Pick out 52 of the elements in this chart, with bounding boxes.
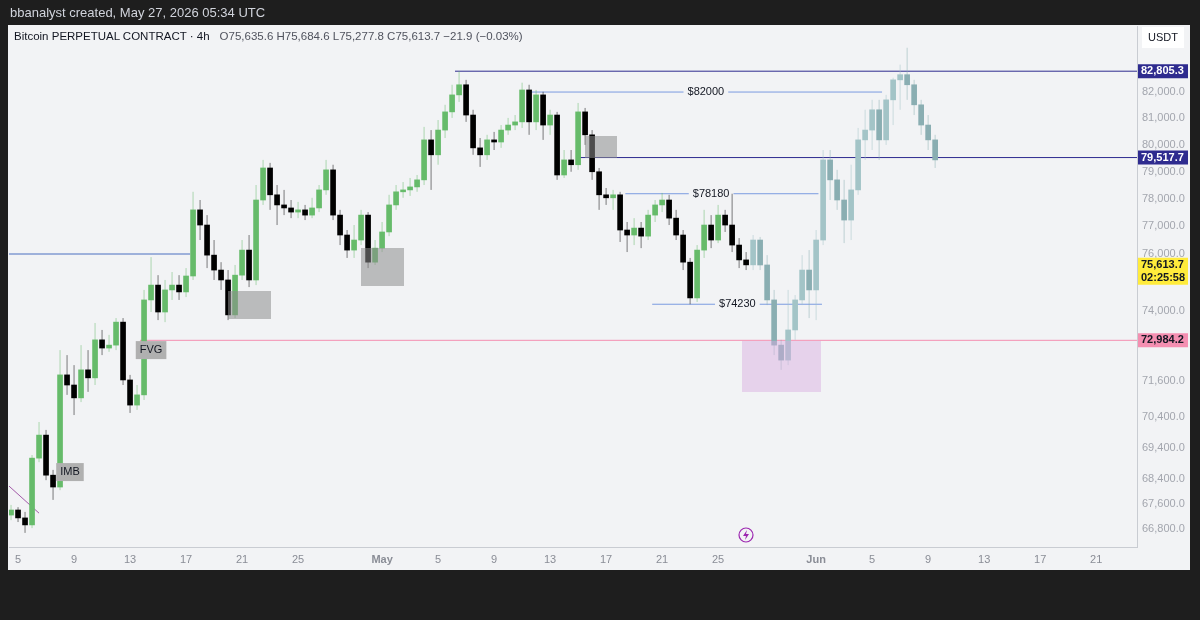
x-tick-label: 13 (123, 552, 137, 565)
x-tick-label: 25 (291, 552, 305, 565)
x-tick-label: 9 (491, 552, 498, 565)
y-tick-label: 77,000.0 (1142, 219, 1185, 232)
candlestick (505, 117, 511, 136)
x-tick-label: 9 (925, 552, 932, 565)
y-tick-label: 70,400.0 (1142, 410, 1185, 423)
candlestick (302, 204, 308, 221)
y-tick-label: 68,400.0 (1142, 471, 1185, 484)
data-label: $74230 (719, 297, 756, 310)
y-axis-title: USDT (1148, 31, 1179, 44)
y-tick-label: 82,000.0 (1142, 85, 1185, 98)
x-tick-label: 5 (14, 552, 22, 565)
x-tick-label: 5 (869, 552, 876, 565)
x-tick-label: 17 (599, 552, 613, 565)
data-label: 72,984.2 (1141, 333, 1184, 346)
data-label: 82,805.3 (1141, 64, 1184, 77)
x-tick-label: 13 (543, 552, 557, 565)
annotation: FVG (139, 343, 163, 356)
x-tick-label: May (371, 552, 394, 565)
x-tick-label: 17 (1034, 552, 1047, 565)
text: 02:25:58 (1141, 270, 1186, 283)
data-label: $78180 (692, 186, 730, 199)
y-tick-label: 79,000.0 (1142, 164, 1185, 177)
x-tick-label: 21 (655, 552, 669, 565)
y-tick-label: 71,600.0 (1142, 374, 1185, 387)
x-tick-label: 25 (712, 552, 725, 565)
x-tick-label: 5 (435, 552, 442, 565)
x-tick-label: 21 (1090, 552, 1103, 565)
annotation: IMB (60, 465, 80, 478)
chart-title: Bitcoin PERPETUAL CONTRACT · 4h (14, 30, 210, 42)
y-tick-label: 66,800.0 (1142, 522, 1185, 535)
candlestick (106, 334, 112, 353)
text: bbanalyst created, May 27, 2026 05:34 UTC (10, 5, 266, 20)
x-tick-label: 13 (978, 552, 991, 565)
y-tick-label: 69,400.0 (1142, 440, 1185, 453)
x-tick-label: 17 (179, 552, 193, 565)
y-tick-label: 78,000.0 (1142, 191, 1185, 204)
y-tick-label: 67,600.0 (1142, 496, 1185, 509)
y-tick-label: 81,000.0 (1142, 111, 1185, 124)
data-label: 79,517.7 (1141, 150, 1184, 163)
candlestick (15, 506, 21, 523)
x-tick-label: 9 (70, 552, 78, 565)
y-tick-label: 76,000.0 (1142, 247, 1185, 260)
chart-subtitle: O75,635.6 H75,684.6 L75,277.8 C75,613.7 −21.9 (−0.03%) (219, 30, 523, 42)
data-label: $82000 (687, 85, 725, 98)
y-tick-label: 74,000.0 (1142, 303, 1185, 316)
y-tick-label: 80,000.0 (1142, 137, 1185, 150)
candlestick (414, 174, 420, 193)
text: 75,613.7 (1141, 257, 1184, 270)
x-tick-label: Jun (806, 552, 827, 565)
x-tick-label: 21 (235, 552, 249, 565)
